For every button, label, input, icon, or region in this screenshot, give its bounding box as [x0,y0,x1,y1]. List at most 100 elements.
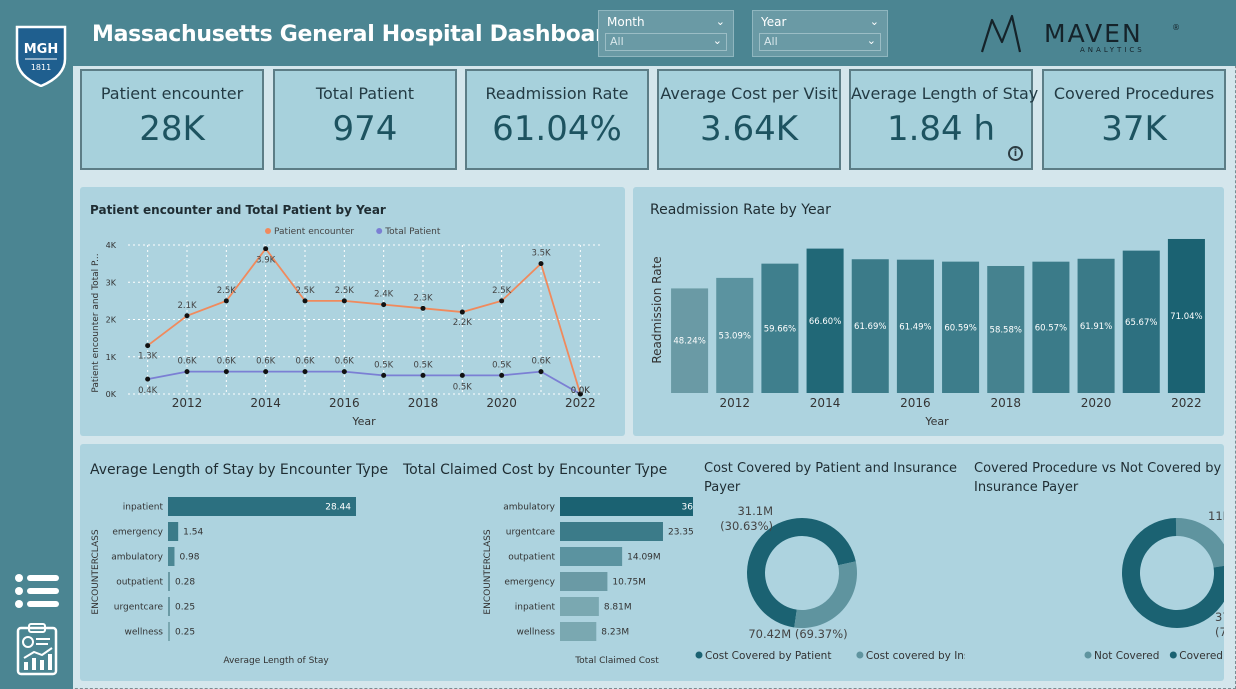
bar-value-label: 23.35M [668,528,693,538]
category-label: emergency [504,578,555,588]
x-axis-title: Average Length of Stay [223,656,329,666]
data-point [577,391,583,397]
sidebar [0,0,73,689]
data-point [145,376,151,382]
bar [560,622,597,641]
bar-value-label: 58.58% [990,325,1022,335]
brand-name: MAVEN [1044,19,1143,48]
bottom-panel: Average Length of Stay by Encounter Type… [80,444,1224,681]
data-label: 2.5K [335,286,355,296]
data-label: 1.3K [138,352,158,362]
bar [851,259,889,393]
data-label: 2.3K [413,293,433,303]
data-point [184,369,190,375]
chart-title: Cost Covered by Patient and Insurance [704,461,958,476]
x-axis-title: Year [924,415,949,428]
chevron-down-icon[interactable]: ⌄ [869,15,879,28]
brand-mark: ® [1172,23,1180,32]
bar [806,248,844,393]
kpi-label: Total Patient [315,84,415,103]
y-axis-title: Readmission Rate [650,256,664,363]
data-point [145,343,151,349]
y-axis-title: Patient encounter and Total P... [91,253,101,392]
bar-value-label: 0.25 [175,628,195,638]
bar-value-label: 14.09M [627,553,661,563]
kpi-label: Patient encounter [100,84,244,103]
bar [560,497,693,516]
year-label: Year [761,15,787,29]
category-label: urgentcare [114,603,164,613]
data-label: 2.5K [492,286,512,296]
category-label: ambulatory [111,553,163,563]
legend-label: Not Covered [1094,650,1159,662]
data-label: 2.2K [453,318,473,328]
data-point [499,298,505,304]
data-point [263,369,269,375]
category-label: inpatient [515,603,556,613]
kpi-value: 61.04% [492,109,622,149]
kpi-card-average-length-of-stay: Average Length of Stay 1.84 h i [849,69,1038,170]
legend-label: Cost Covered by Patient [705,650,831,662]
month-slicer[interactable]: Month ⌄ All ⌄ [598,10,734,57]
legend-marker [265,228,271,234]
category-label: outpatient [116,578,163,588]
data-point [184,313,190,319]
x-axis-title: Year [351,415,376,428]
bar-value-label: 60.59% [944,323,976,333]
line-chart-panel: Patient encounter and Total Patient by Y… [80,187,625,436]
category-label: wellness [516,628,555,638]
kpi-card-covered-procedures: Covered Procedures 37K [1042,69,1226,170]
year-slicer[interactable]: Year ⌄ All ⌄ [752,10,888,57]
column-chart: 48.24% 53.09% 2012 59.66% 66.60% 2014 61.69% 61… [650,238,1205,428]
month-dropdown[interactable]: All ⌄ [605,33,727,51]
data-label: 0.6K [177,357,197,367]
bar-value-label: 60.57% [1035,323,1067,333]
report-clipboard-icon[interactable] [14,622,60,676]
bar-value-label: 48.24% [673,337,705,347]
bar-value-label: 65.67% [1125,318,1157,328]
data-label: 0.4K [138,386,158,396]
data-point [459,372,465,378]
x-tick-label: 2020 [1081,396,1112,410]
bar-value-label: 66.60% [809,317,841,327]
month-value: All [610,35,624,48]
bar [1032,261,1070,393]
data-label: 0.6K [531,357,551,367]
kpi-value: 3.64K [700,109,798,149]
bar-value-label: 10.75M [612,578,646,588]
bar-value-label: 28.44 [325,503,351,513]
data-point [381,372,387,378]
data-point [223,298,229,304]
slice-data-label: (30.63%) [720,519,773,533]
chart-title: Readmission Rate by Year [650,202,831,218]
data-point [381,302,387,308]
info-icon[interactable]: i [1008,146,1023,161]
donut-slice [794,561,857,628]
chart-title: Patient encounter and Total Patient by Y… [90,203,386,217]
chart-title: Covered Procedure vs Not Covered by [974,461,1222,476]
bar [716,277,754,393]
kpi-value: 37K [1101,109,1167,149]
logo-text: MGH [24,42,59,57]
bar-value-label: 61.49% [899,322,931,332]
data-label: 0.6K [217,357,237,367]
bar-value-label: 59.66% [764,324,796,334]
bar-value-label: 0.28 [175,578,195,588]
bar [1122,250,1160,393]
x-tick-label: 2016 [329,396,360,410]
covered-procedure-donut-chart: 11K (22....) 37K(77.16%) Not Covered Covere… [1084,509,1224,662]
year-dropdown[interactable]: All ⌄ [759,33,881,51]
category-label: wellness [124,628,163,638]
kpi-label: Covered Procedures [1053,84,1215,103]
x-tick-label: 2018 [990,396,1021,410]
bar [560,522,663,541]
list-icon[interactable] [14,572,60,610]
bar-value-label: 71.04% [1170,312,1202,322]
chevron-down-icon[interactable]: ⌄ [715,15,725,28]
kpi-value: 974 [332,109,398,149]
maven-analytics-logo: MAVEN ® ANALYTICS [980,14,1180,54]
data-point [302,369,308,375]
mgh-logo: MGH 1811 [15,25,67,87]
bar [168,622,170,641]
kpi-label: Average Cost per Visit [660,84,838,103]
